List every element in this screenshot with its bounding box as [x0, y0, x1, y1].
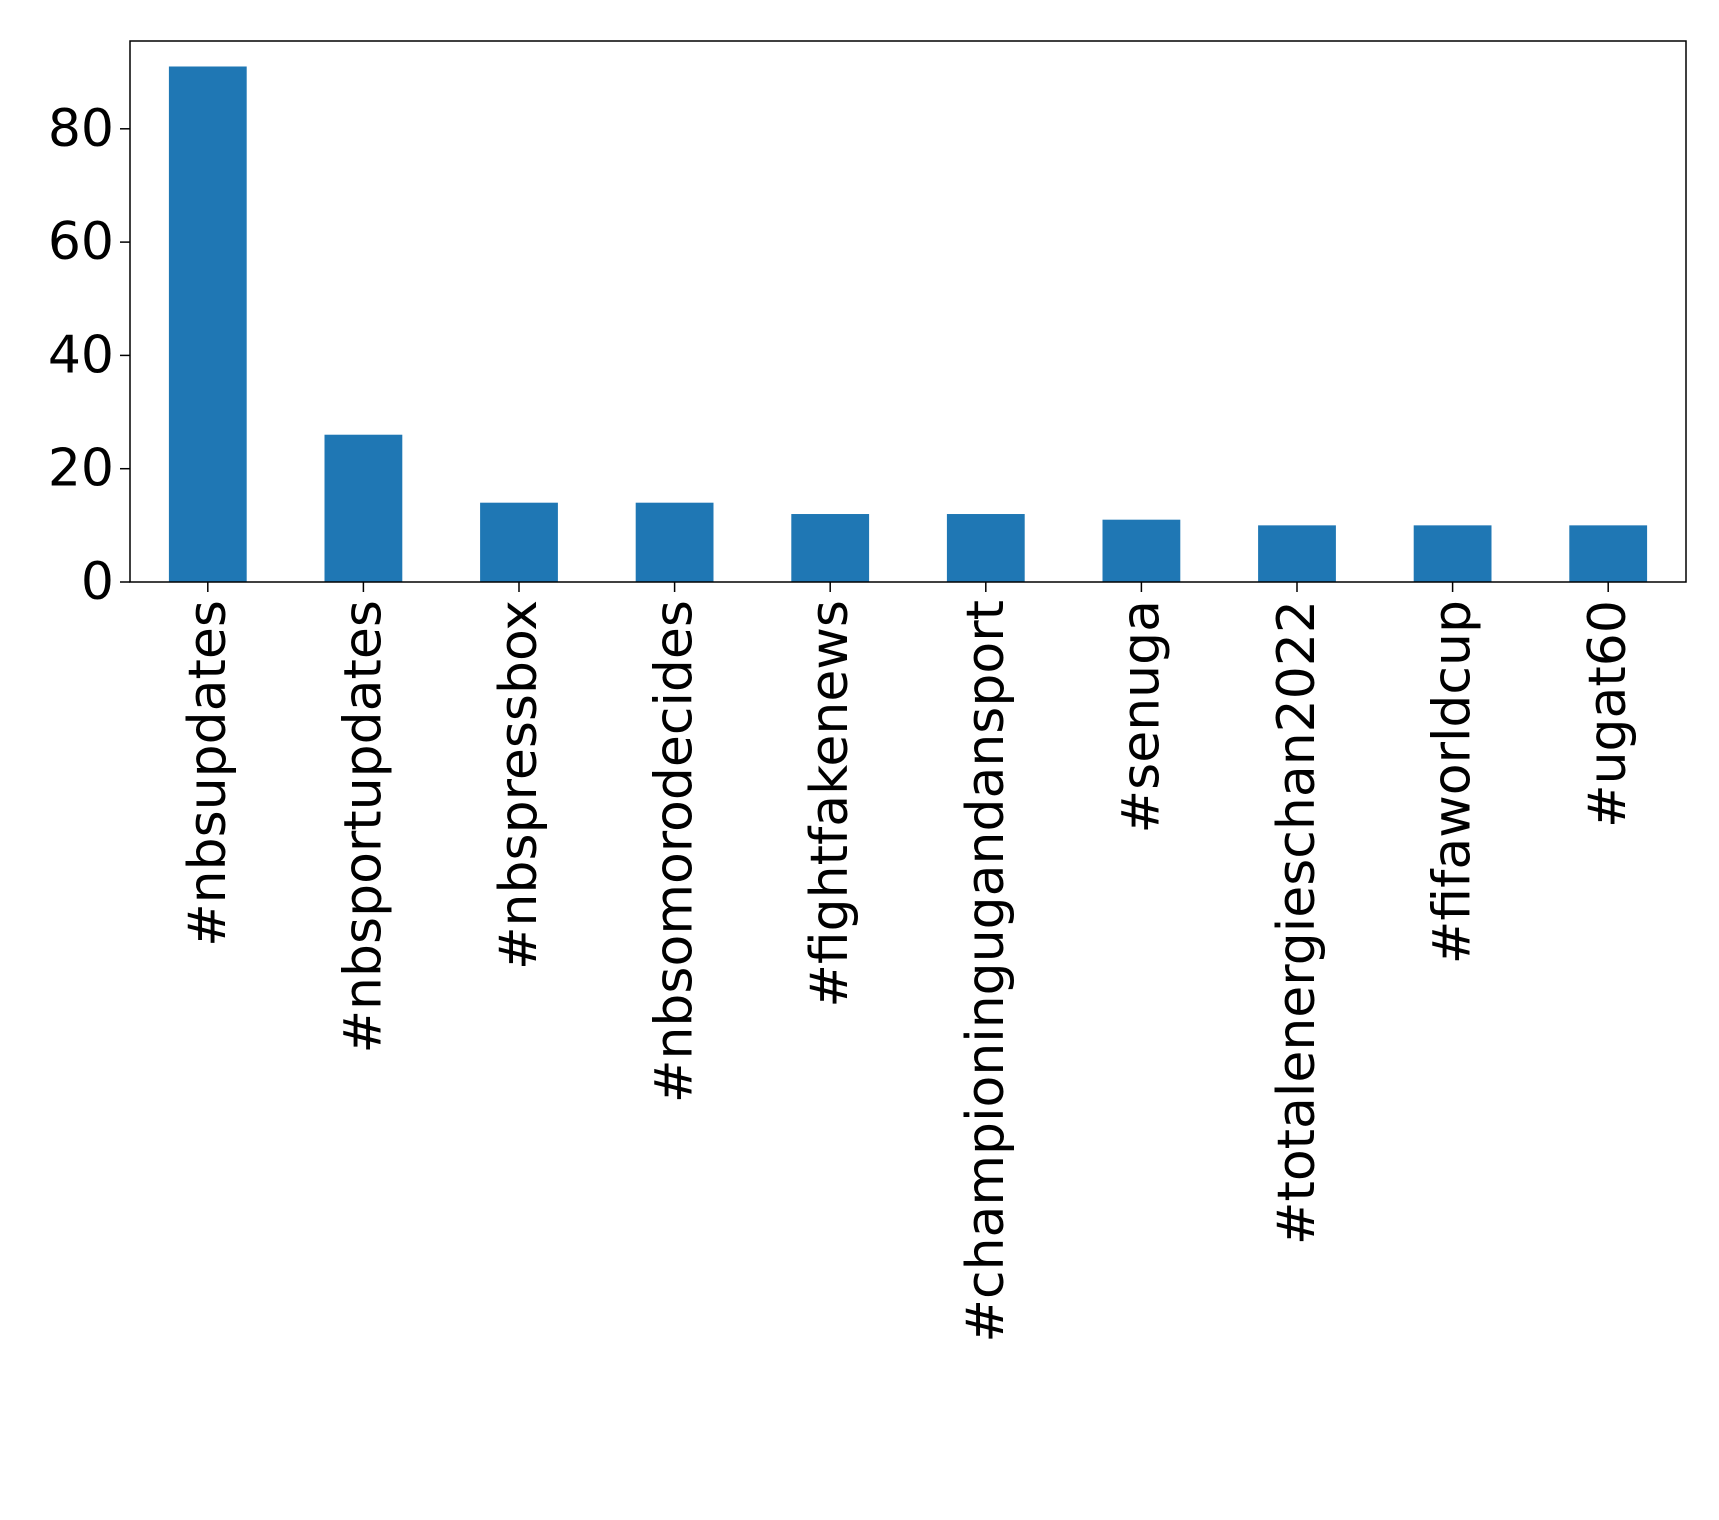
x-tick-label: #ugat60: [1578, 600, 1638, 828]
bar: [480, 502, 558, 582]
bar: [635, 502, 714, 582]
bar: [324, 434, 403, 582]
bar: [1413, 525, 1492, 582]
y-tick-label: 40: [48, 325, 114, 385]
y-tick-label: 0: [81, 552, 114, 612]
x-tick-label: #senuga: [1111, 600, 1171, 833]
plot-frame: [129, 40, 1687, 583]
bar: [1258, 525, 1336, 582]
x-tick-label: #nbspressbox: [489, 600, 549, 970]
y-tick-label: 80: [48, 99, 114, 159]
bar: [1102, 519, 1181, 582]
x-tick-label: #fightfakenews: [800, 600, 860, 1008]
x-tick-label: #totalenergieschan2022: [1267, 600, 1327, 1245]
y-tick-label: 60: [48, 212, 114, 272]
x-tick-label: #nbsupdates: [178, 600, 238, 947]
bar: [791, 514, 870, 582]
x-tick-label: #nbsportupdates: [333, 600, 393, 1054]
bar: [1569, 525, 1648, 582]
x-axis: #nbsupdates #nbsportupdates #nbspressbox #n…: [178, 582, 1638, 1343]
y-axis: 0 20 40 60 80: [48, 99, 130, 612]
bar: [946, 514, 1025, 582]
y-tick-label: 20: [48, 439, 114, 499]
x-tick-label: #nbsomorodecides: [645, 600, 705, 1103]
x-tick-label: #fifaworldcup: [1423, 600, 1483, 964]
bar: [168, 66, 247, 583]
x-tick-label: #championingugandansport: [956, 600, 1016, 1343]
bars-group: [168, 66, 1648, 583]
